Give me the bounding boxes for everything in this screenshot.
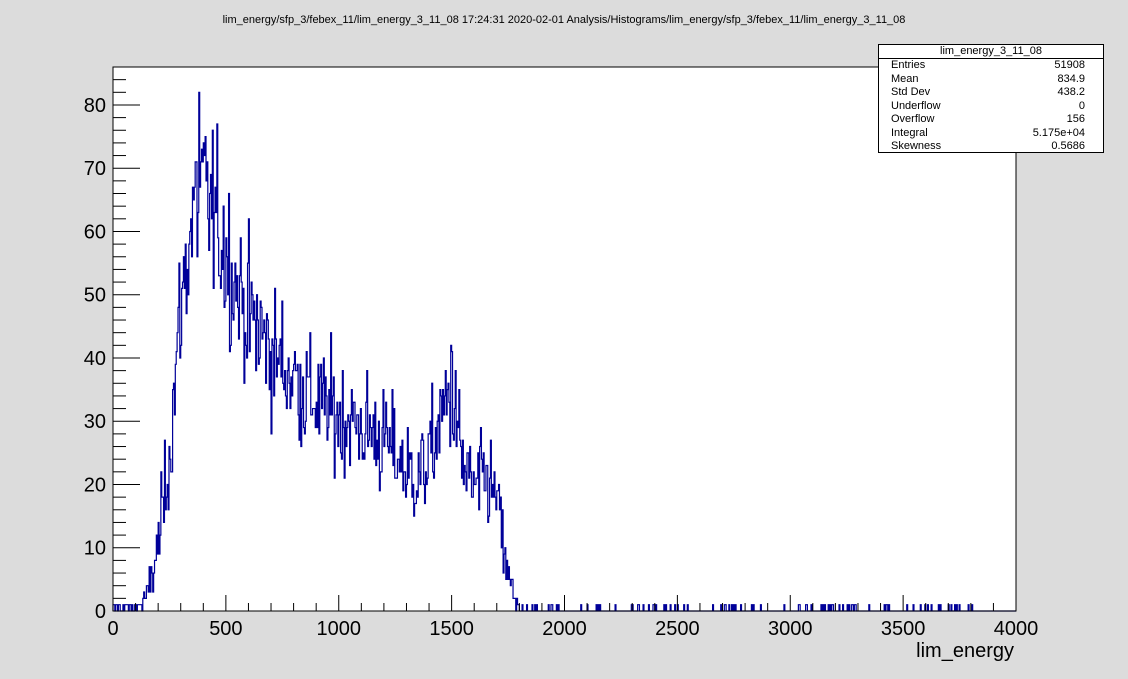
stats-value: 438.2 — [1057, 86, 1085, 98]
y-tick-label: 80 — [84, 95, 106, 117]
x-tick-label: 1000 — [317, 618, 362, 640]
stats-label: Skewness — [891, 140, 942, 152]
stats-label: Integral — [891, 126, 928, 139]
stats-label: Entries — [891, 59, 926, 71]
stats-row-std-dev: Std Dev 438.2 — [879, 86, 1103, 100]
stats-value: 51908 — [1054, 59, 1085, 71]
y-tick-label: 30 — [84, 411, 106, 433]
page-title: lim_energy/sfp_3/febex_11/lim_energy_3_1… — [222, 14, 906, 26]
y-tick-label: 0 — [95, 601, 106, 623]
y-tick-label: 40 — [84, 348, 106, 370]
stats-value: 0 — [1078, 99, 1085, 112]
stats-label: Std Dev — [891, 86, 931, 98]
stats-row-skewness: Skewness 0.5686 — [879, 140, 1103, 154]
x-axis-title: lim_energy — [916, 640, 1014, 662]
x-tick-label: 4000 — [994, 618, 1039, 640]
stats-row-entries: Entries 51908 — [879, 59, 1103, 73]
x-tick-label: 2000 — [542, 618, 587, 640]
x-tick-label: 3500 — [881, 618, 926, 640]
stats-label: Mean — [891, 72, 919, 85]
y-tick-label: 10 — [84, 538, 106, 560]
stats-row-overflow: Overflow 156 — [879, 113, 1103, 127]
stats-label: Underflow — [891, 99, 941, 112]
x-tick-label: 2500 — [655, 618, 700, 640]
stats-label: Overflow — [891, 113, 935, 125]
stats-row-mean: Mean 834.9 — [879, 73, 1103, 87]
y-tick-label: 60 — [84, 221, 106, 243]
stats-value: 0.5686 — [1051, 140, 1085, 152]
stats-value: 156 — [1066, 113, 1085, 125]
x-tick-label: 500 — [209, 618, 242, 640]
stats-title: lim_energy_3_11_08 — [879, 45, 1103, 59]
y-tick-label: 20 — [84, 474, 106, 496]
histogram-line — [112, 91, 1016, 612]
stats-row-underflow: Underflow 0 — [879, 100, 1103, 114]
x-tick-label: 3000 — [768, 618, 813, 640]
y-tick-label: 50 — [84, 285, 106, 307]
stats-row-integral: Integral 5.175e+04 — [879, 127, 1103, 141]
x-tick-label: 1500 — [429, 618, 474, 640]
y-tick-label: 70 — [84, 158, 106, 180]
stats-box[interactable]: lim_energy_3_11_08 Entries 51908 Mean 834.9… — [878, 44, 1104, 153]
x-tick-label: 0 — [107, 618, 118, 640]
stats-value: 834.9 — [1057, 72, 1085, 85]
stats-value: 5.175e+04 — [1032, 126, 1085, 139]
